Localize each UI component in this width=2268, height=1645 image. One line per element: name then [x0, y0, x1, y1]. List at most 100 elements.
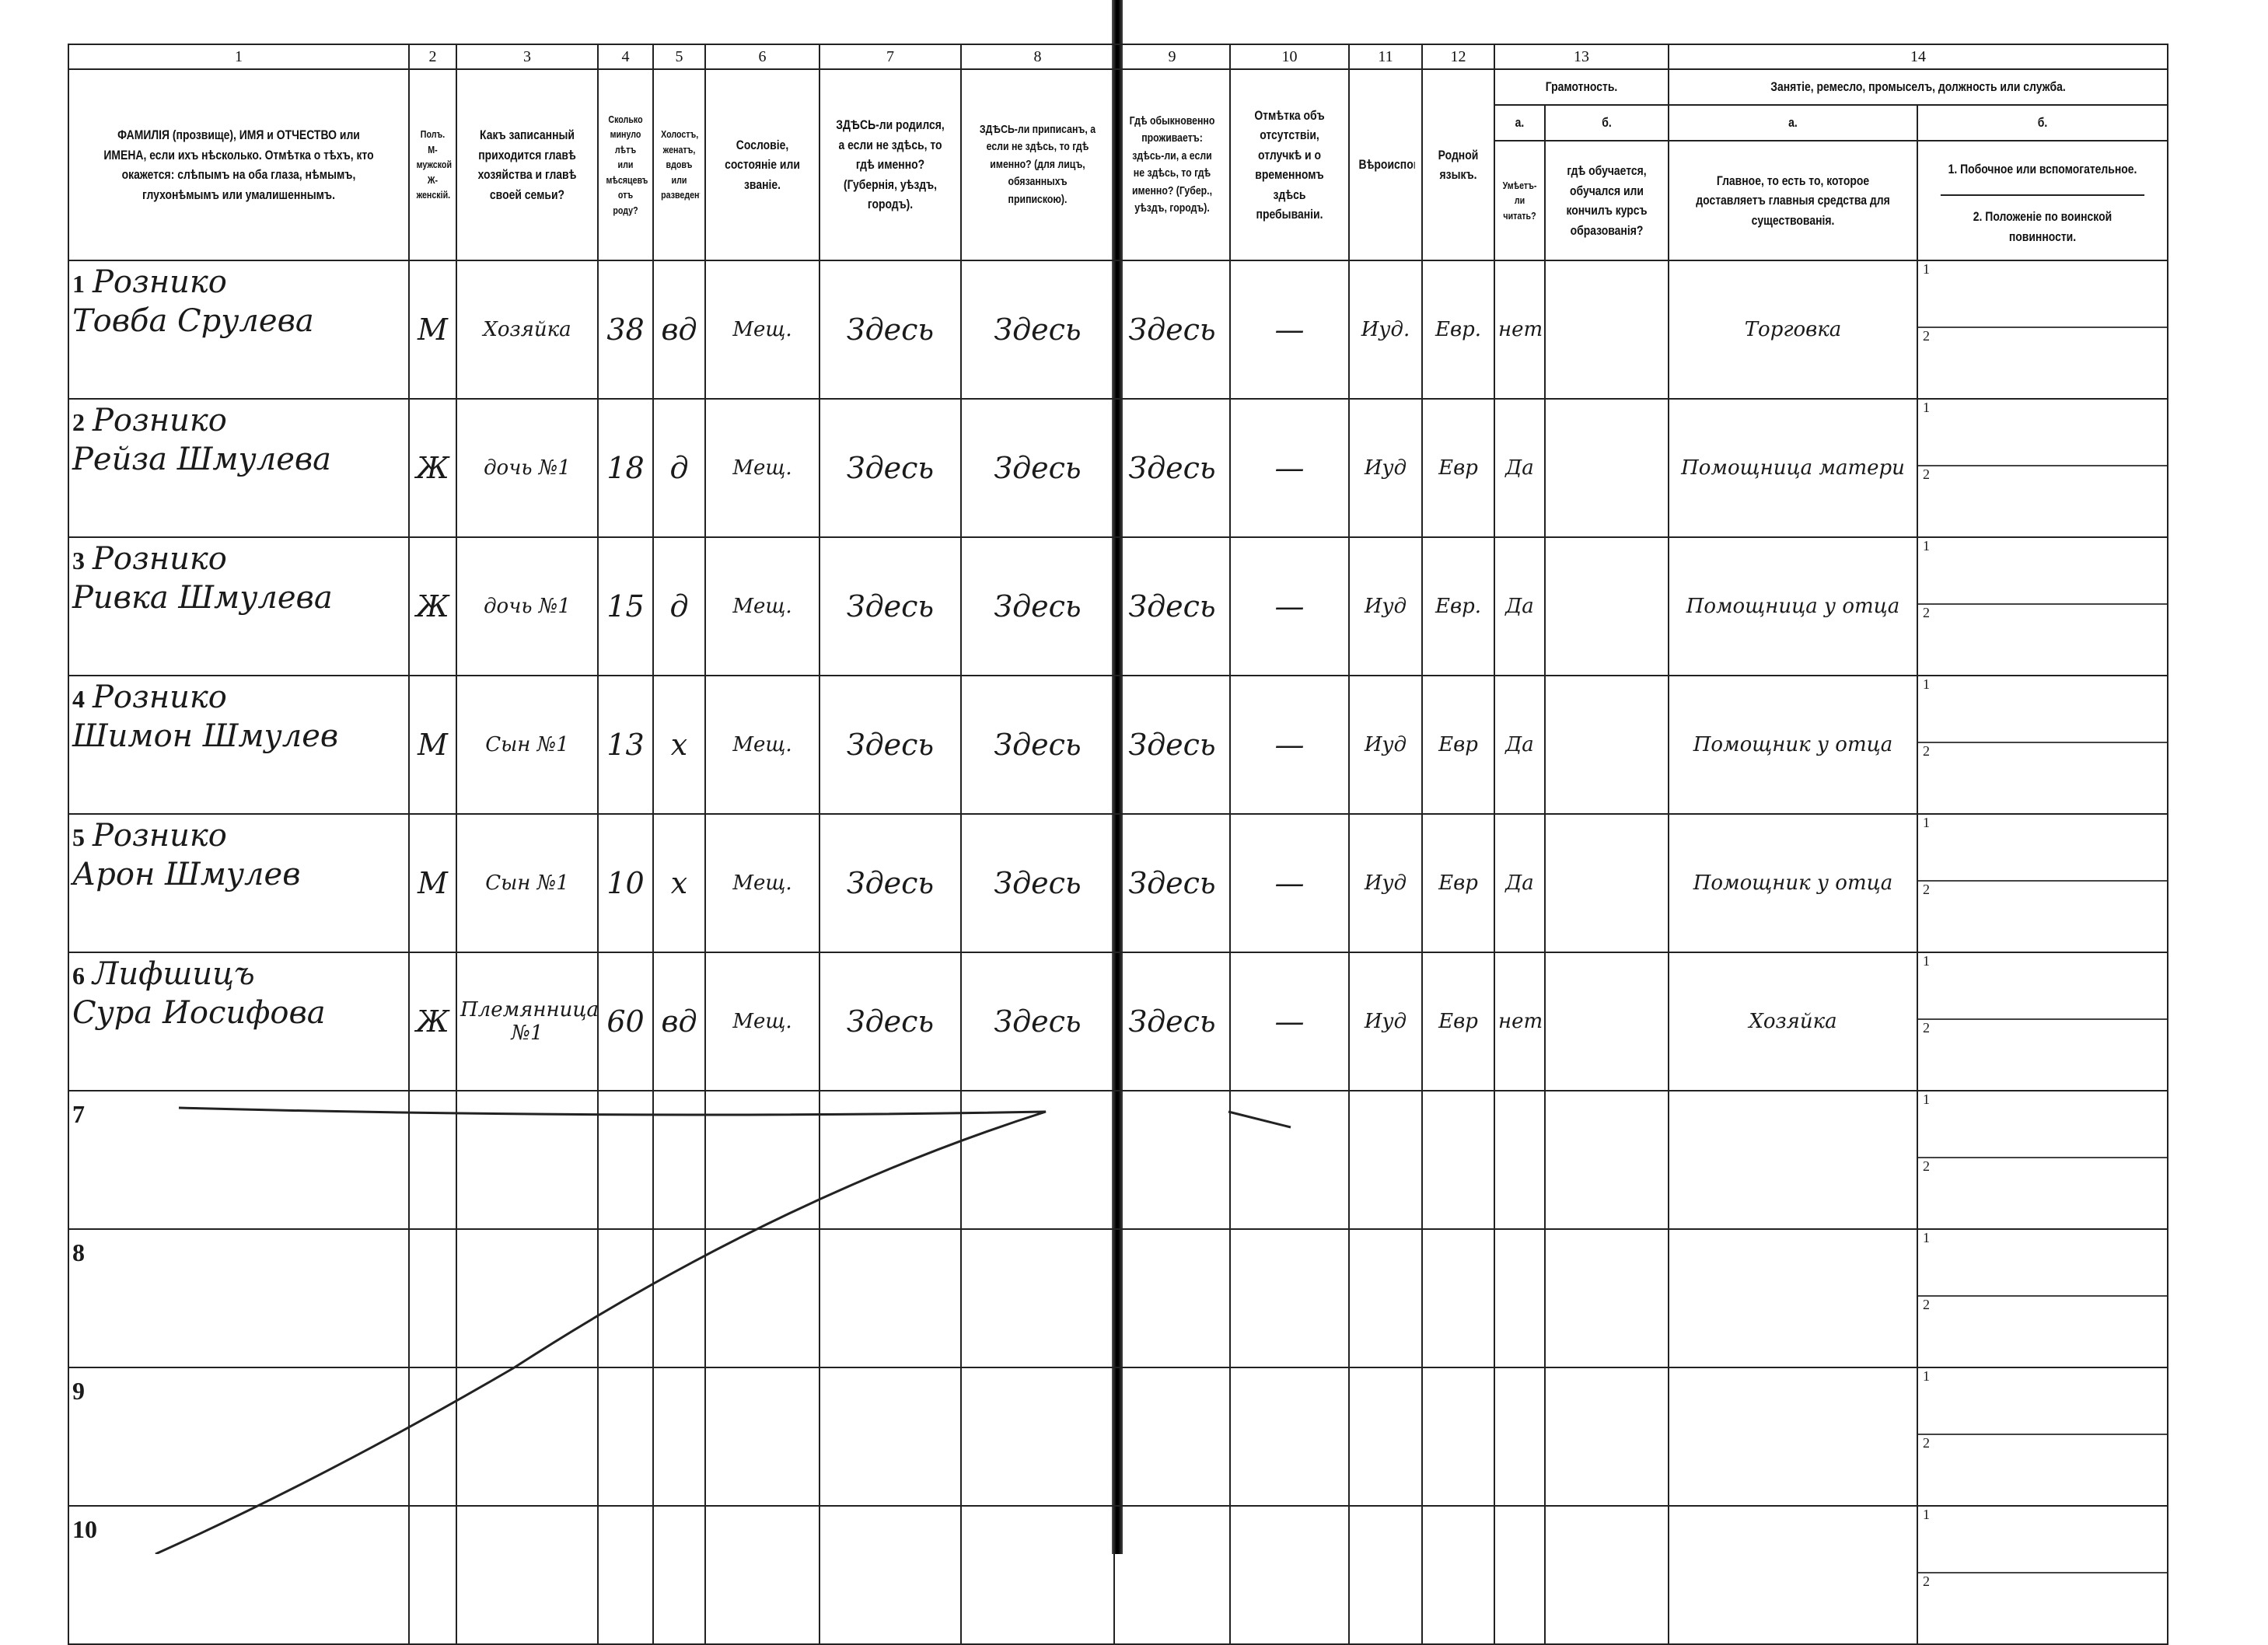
column-number: 7	[819, 44, 962, 70]
religion-cell	[1348, 1090, 1423, 1230]
absence-cell	[1229, 1228, 1350, 1368]
row-number: 8	[72, 1238, 85, 1266]
language-cell: Евр	[1421, 398, 1495, 538]
military-status-2: 2	[1919, 743, 2166, 809]
relation-cell	[456, 1367, 599, 1507]
marital-status-cell: вд	[652, 952, 706, 1091]
military-status-2: 2	[1919, 1297, 2166, 1362]
sub-label: 2	[1923, 328, 1930, 344]
header-absence: Отмѣтка объ отсутствіи, отлучкѣ и о врем…	[1239, 68, 1340, 261]
registered-cell: Здесь	[960, 813, 1115, 953]
military-status-2: 2	[1919, 1158, 2166, 1224]
header-residence: Гдѣ обыкновенно проживаетъ: здѣсь-ли, а …	[1124, 68, 1221, 261]
column-number: 9	[1113, 44, 1231, 70]
religion-cell: Иуд	[1348, 675, 1423, 815]
marital-status-cell	[652, 1090, 706, 1230]
residence-cell	[1113, 1367, 1231, 1507]
header-schooling: гдѣ обучается, обучался или кончилъ курс…	[1555, 140, 1658, 261]
age-cell: 60	[597, 952, 654, 1091]
surname: Рознико	[93, 818, 227, 854]
given-name: Рейза Шмулева	[72, 442, 332, 477]
sub-label: 2	[1923, 1573, 1930, 1589]
sub-label: 1	[1923, 1507, 1930, 1522]
birthplace-cell: Здесь	[819, 536, 962, 676]
language-cell	[1421, 1090, 1495, 1230]
sub-label: 2	[1923, 743, 1930, 759]
header-language: Родной языкъ.	[1428, 68, 1489, 261]
side-occupation-1: 1	[1919, 1369, 2166, 1435]
sub-label: 1	[1923, 815, 1930, 830]
absence-cell: —	[1229, 675, 1350, 815]
column-number: 3	[456, 44, 599, 70]
military-status-2: 2	[1919, 328, 2166, 393]
name-cell: 3 Рознико Ривка Шмулева	[68, 536, 410, 676]
sub-label: 2	[1923, 1020, 1930, 1036]
side-occupation-1: 1	[1919, 539, 2166, 605]
age-cell: 10	[597, 813, 654, 953]
absence-cell: —	[1229, 952, 1350, 1091]
side-occupation-1: 1	[1919, 1091, 2166, 1158]
birthplace-cell	[819, 1228, 962, 1368]
given-name: Арон Шмулев	[72, 857, 301, 892]
relation-cell: Хозяйка	[456, 260, 599, 400]
birthplace-cell	[819, 1367, 962, 1507]
reads-cell: Да	[1494, 536, 1546, 676]
surname: Рознико	[93, 264, 227, 300]
religion-cell: Иуд.	[1348, 260, 1423, 400]
religion-cell	[1348, 1228, 1423, 1368]
age-cell	[597, 1367, 654, 1507]
header-sex: Полъ. М-мужской. Ж-женскій.	[412, 68, 453, 261]
sub-label: 2	[1923, 466, 1930, 482]
sub-label: 1	[1923, 261, 1930, 277]
name-cell: 5 Рознико Арон Шмулев	[68, 813, 410, 953]
sex-cell: М	[408, 813, 457, 953]
header-main-occupation: Главное, то есть то, которое доставляетъ…	[1690, 140, 1896, 261]
sex-cell: М	[408, 260, 457, 400]
table-row: 6 Лифшицъ Сура Иосифова Ж Племянница №1 60 вд М…	[68, 952, 2168, 1091]
marital-status-cell: д	[652, 398, 706, 538]
language-cell: Евр	[1421, 675, 1495, 815]
marital-status-cell	[652, 1228, 706, 1368]
main-occupation-cell: Хозяйка	[1668, 952, 1918, 1091]
surname: Рознико	[93, 541, 227, 577]
side-occupation-1: 1	[1919, 815, 2166, 882]
language-cell: Евр	[1421, 952, 1495, 1091]
military-status-2: 2	[1919, 1573, 2166, 1639]
schooling-cell	[1544, 813, 1669, 953]
side-occupation-1: 1	[1919, 400, 2166, 466]
absence-cell	[1229, 1367, 1350, 1507]
birthplace-cell: Здесь	[819, 952, 962, 1091]
header-reads: Умѣетъ-ли читать?	[1498, 140, 1541, 261]
sex-cell	[408, 1367, 457, 1507]
row-number: 1	[72, 270, 85, 298]
absence-cell	[1229, 1090, 1350, 1230]
column-number: 4	[597, 44, 654, 70]
strike-line-left	[155, 1106, 1047, 1554]
table-row: 5 Рознико Арон Шмулев М Сын №1 10 х Мещ. Здесь Зд…	[68, 813, 2168, 953]
header-name: ФАМИЛІЯ (прозвище), ИМЯ и ОТЧЕСТВО или И…	[98, 68, 379, 261]
registered-cell: Здесь	[960, 536, 1115, 676]
table-row: 4 Рознико Шимон Шмулев М Сын №1 13 х Мещ. Здесь З…	[68, 675, 2168, 815]
sub-label: 1	[1923, 1230, 1930, 1245]
side-occupation-1: 1	[1919, 677, 2166, 743]
reads-cell: нет	[1494, 260, 1546, 400]
header-14a-label: а.	[1690, 104, 1896, 141]
absence-cell: —	[1229, 536, 1350, 676]
religion-cell: Иуд	[1348, 813, 1423, 953]
sex-cell: Ж	[408, 398, 457, 538]
sub-label: 1	[1923, 1091, 1930, 1107]
language-cell: Евр	[1421, 813, 1495, 953]
strike-line-right	[1228, 1110, 1291, 1129]
main-occupation-cell: Помощник у отца	[1668, 675, 1918, 815]
column-number: 14	[1668, 44, 2168, 70]
row-number: 3	[72, 547, 85, 575]
sub-label: 2	[1923, 605, 1930, 620]
row-number: 5	[72, 823, 85, 851]
main-occupation-cell	[1668, 1367, 1918, 1507]
column-number-row: 1 2 3 4 5 6 7 8 9 10 11 12 13 14	[68, 44, 2168, 70]
column-number: 2	[408, 44, 457, 70]
religion-cell: Иуд	[1348, 952, 1423, 1091]
